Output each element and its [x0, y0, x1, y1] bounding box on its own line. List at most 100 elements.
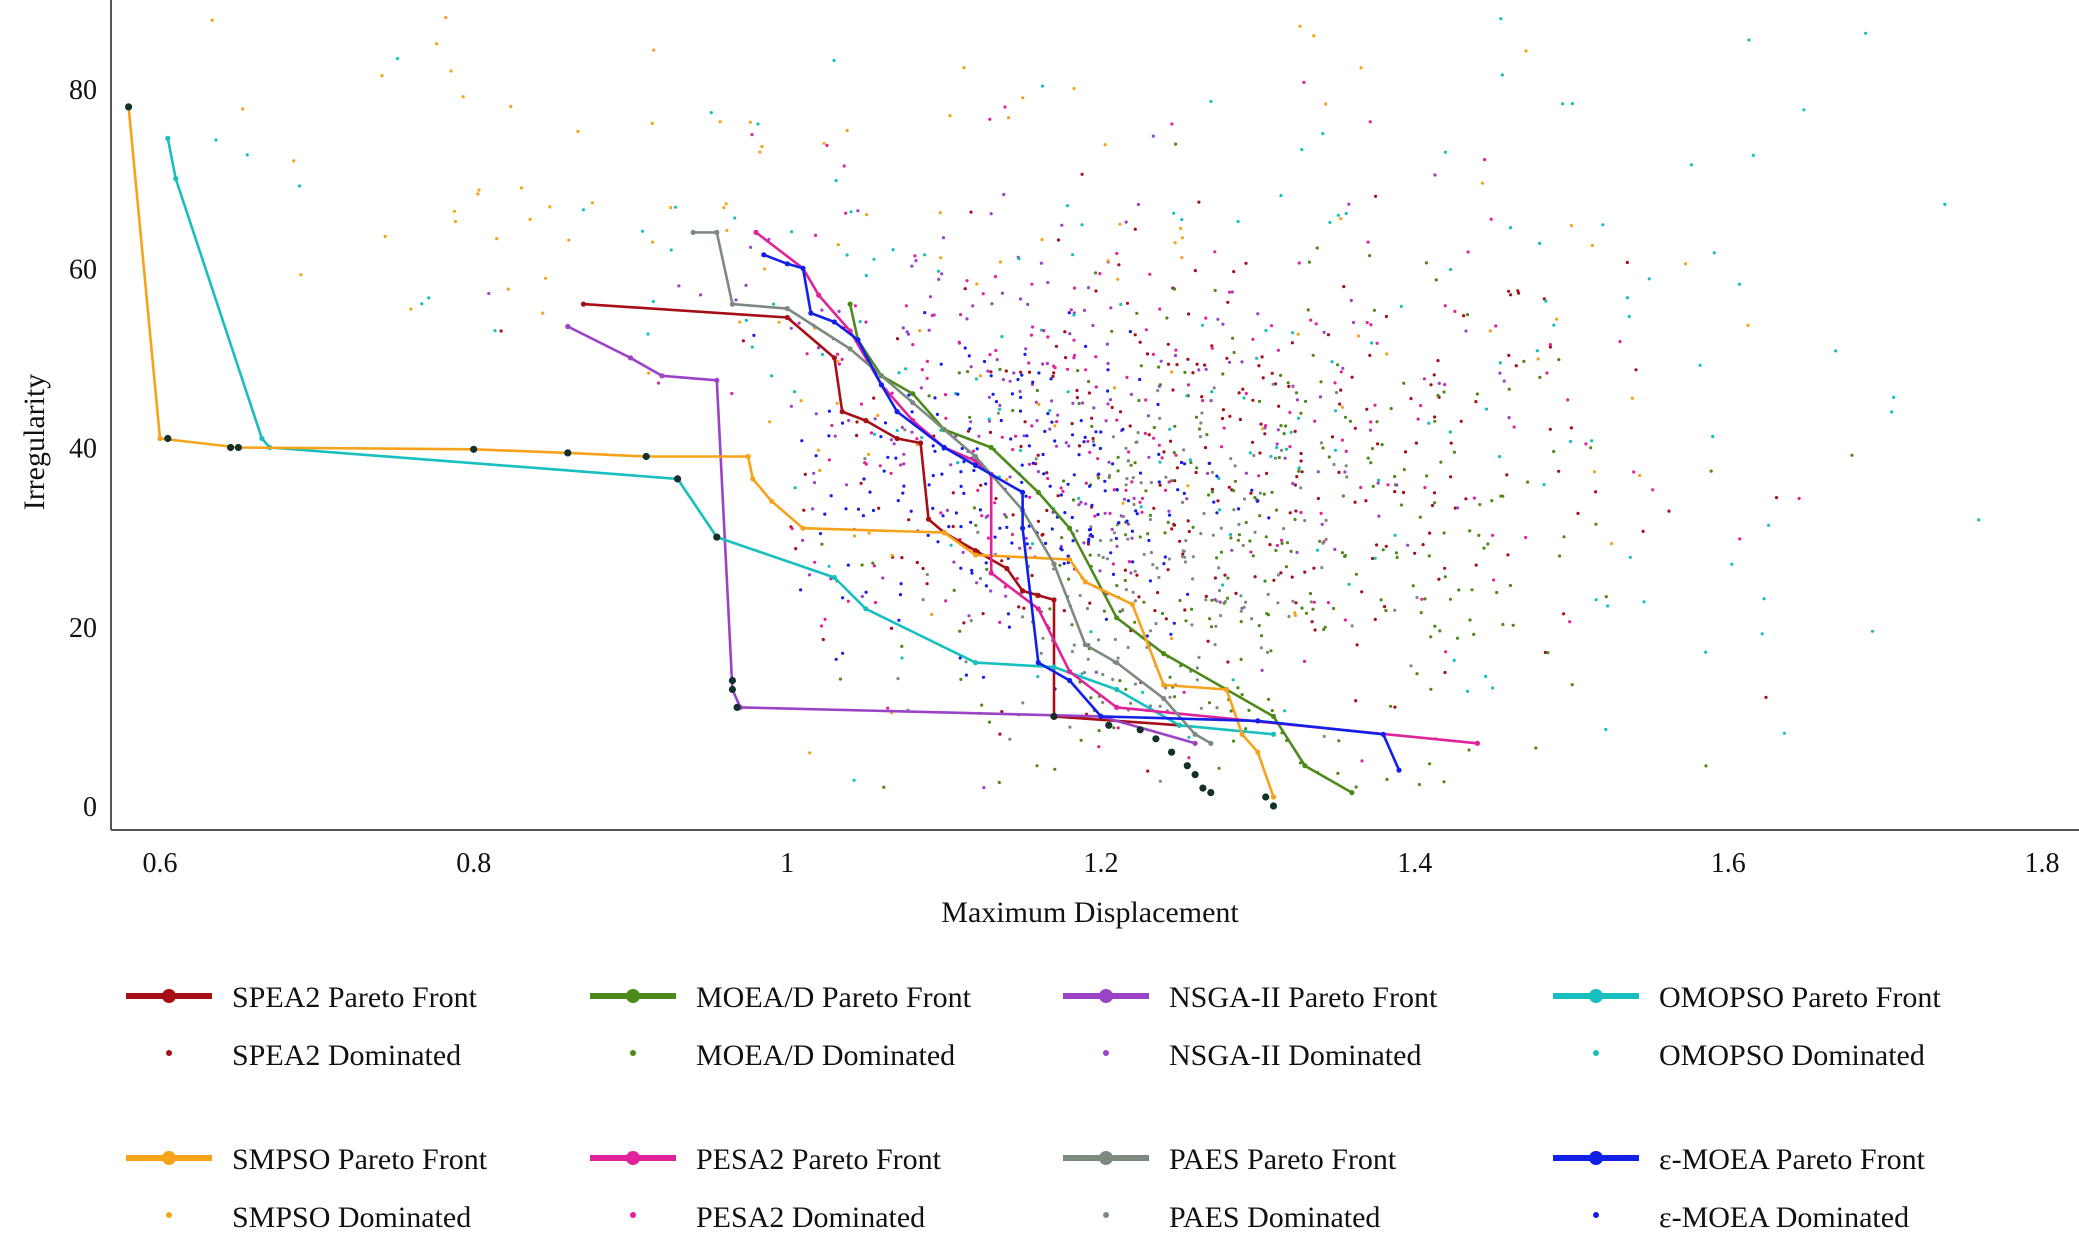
spea2-dominated-point [1200, 395, 1204, 399]
pesa2-dominated-point [1222, 426, 1226, 430]
paes-dominated-point [1124, 446, 1128, 450]
combined-front-point [642, 452, 650, 461]
paes-dominated-point [1096, 638, 1101, 642]
nsga-ii-dominated-point [860, 594, 864, 599]
spea2-dominated-point [1138, 340, 1142, 344]
pesa2-dominated-point [805, 352, 809, 356]
spea2-dominated-point [1019, 370, 1023, 374]
moea-d-dominated-point [1465, 313, 1470, 317]
nsga-ii-dominated-point [811, 507, 815, 511]
paes-front-point [690, 229, 696, 235]
omopso-dominated-point [1943, 202, 1947, 206]
moea-d-dominated-point [1419, 611, 1423, 615]
paes-dominated-point [1101, 700, 1105, 705]
nsga-ii-dominated-point [1003, 513, 1007, 517]
moea-dominated-point [984, 482, 988, 486]
nsga-ii-dominated-point [1109, 306, 1113, 310]
moea-d-dominated-point [1354, 785, 1358, 789]
omopso-dominated-point [1767, 523, 1771, 527]
spea2-dominated-point [1421, 543, 1425, 547]
pesa2-dominated-point [925, 376, 929, 380]
spea2-front-point [580, 301, 587, 307]
nsga-ii-dominated-point [814, 412, 818, 416]
nsga-ii-front-point [627, 355, 634, 361]
combined-front-point [1168, 748, 1176, 756]
spea2-dominated-point [1164, 617, 1168, 621]
spea2-dominated-point [1641, 529, 1645, 534]
spea2-dominated-point [1125, 301, 1130, 305]
nsga-ii-dominated-point [971, 304, 975, 308]
moea-d-dominated-point [1058, 563, 1062, 567]
pesa2-dominated-point [1148, 272, 1152, 276]
spea2-dominated-point [1183, 608, 1187, 612]
nsga-ii-dominated-point [1002, 192, 1006, 197]
omopso-dominated-point [1399, 304, 1403, 308]
omopso-dominated-point [1498, 361, 1502, 365]
pesa2-dominated-point [904, 304, 909, 308]
moea-dominated-point [1092, 443, 1096, 447]
paes-dominated-point [1344, 464, 1348, 468]
omopso-dominated-point [1328, 220, 1332, 224]
moea-front-line [763, 253, 1401, 771]
moea-d-dominated-point [1096, 476, 1100, 480]
moea-d-dominated-point [1190, 607, 1194, 611]
combined-front-point [728, 685, 737, 694]
pesa2-dominated-point [1174, 453, 1178, 457]
moea-dominated-point [1088, 527, 1093, 532]
pesa2-dominated-point [830, 423, 834, 428]
moea-d-dominated-point [1522, 359, 1526, 363]
paes-dominated-point [1086, 657, 1090, 661]
pesa2-dominated-point [1072, 356, 1076, 360]
moea-dominated-point [823, 512, 827, 516]
moea-d-dominated-point [980, 703, 984, 707]
omopso-dominated-point [936, 269, 941, 273]
spea2-dominated-point [1373, 617, 1377, 622]
paes-dominated-point [1250, 617, 1254, 621]
paes-dominated-point [1350, 624, 1354, 628]
nsga-ii-dominated-point [901, 326, 905, 330]
moea-d-dominated-point [1172, 287, 1177, 291]
spea2-dominated-point [1175, 466, 1179, 470]
moea-d-dominated-point [1418, 515, 1422, 519]
nsga-ii-dominated-point [1456, 506, 1460, 510]
moea-front-point [1035, 660, 1041, 666]
moea-dominated-point [923, 311, 927, 315]
spea2-dominated-point [1146, 769, 1150, 773]
nsga-ii-dominated-point [914, 259, 918, 263]
moea-d-front-point [988, 444, 994, 451]
moea-dominated-point [1138, 377, 1142, 382]
moea-d-dominated-point [1354, 572, 1358, 576]
nsga-ii-dominated-point [820, 308, 824, 312]
pesa2-front-point [1114, 704, 1120, 711]
spea2-dominated-point [981, 612, 985, 616]
paes-dominated-point [1126, 459, 1130, 463]
moea-dominated-point [1103, 489, 1107, 493]
spea2-dominated-point [803, 472, 807, 476]
paes-dominated-point [1291, 599, 1295, 603]
smpso-front-point [1255, 749, 1261, 755]
nsga-ii-dominated-point [1322, 330, 1326, 334]
moea-d-dominated-point [1110, 329, 1114, 333]
pesa2-dominated-point [813, 560, 817, 564]
legend-dot-swatch [1103, 1212, 1109, 1218]
pesa2-dominated-point [1124, 488, 1128, 492]
paes-dominated-point [1211, 533, 1215, 537]
spea2-dominated-point [1203, 446, 1208, 450]
moea-d-front-point [1270, 713, 1277, 720]
moea-front-point [878, 382, 885, 388]
omopso-dominated-point [1221, 583, 1225, 587]
moea-d-dominated-point [1135, 311, 1139, 315]
dominated-points-layer [210, 16, 1981, 790]
moea-pareto-front [761, 252, 1402, 773]
nsga-ii-dominated-point [989, 212, 993, 216]
smpso-dominated-point [1609, 542, 1614, 546]
omopso-dominated-point [1538, 241, 1542, 245]
moea-dominated-point [1183, 462, 1187, 466]
paes-front-line [693, 231, 1212, 745]
omopso-front-point [173, 176, 179, 182]
pesa2-dominated-point [1494, 324, 1498, 328]
omopso-dominated-point [1711, 434, 1715, 439]
paes-dominated-point [1393, 608, 1397, 612]
moea-d-dominated-point [1472, 632, 1476, 637]
pesa2-dominated-point [890, 391, 894, 395]
